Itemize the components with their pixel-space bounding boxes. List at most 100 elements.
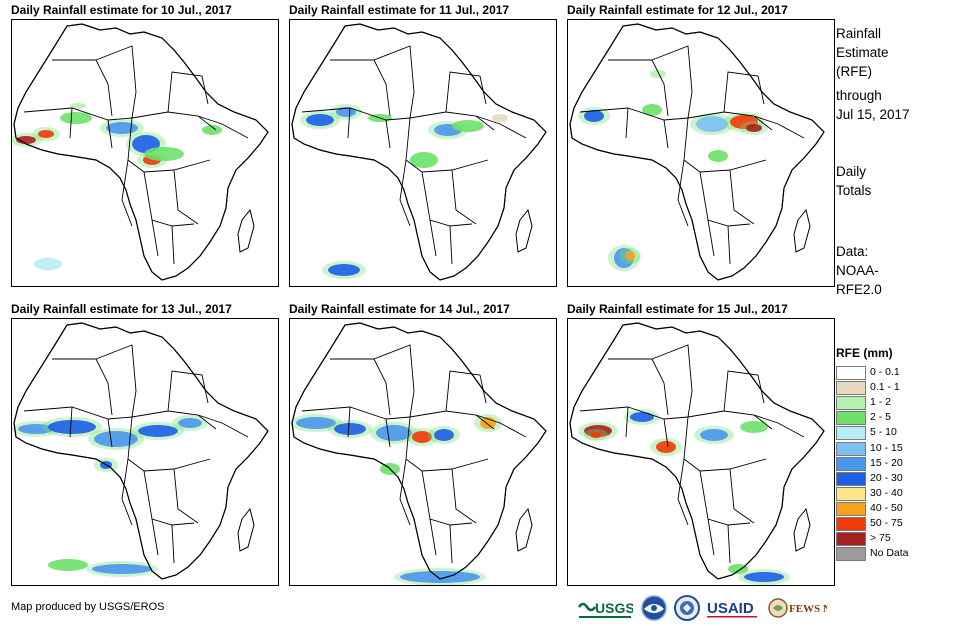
country-border <box>707 219 715 257</box>
map-credit: Map produced by USGS/EROS <box>11 601 165 613</box>
legend-label: 20 - 30 <box>870 471 903 484</box>
country-border <box>197 414 249 438</box>
sidebar-data-source: Data: NOAA- RFE2.0 <box>836 242 882 299</box>
legend-label: 15 - 20 <box>870 456 903 469</box>
country-border <box>399 159 411 227</box>
legend-swatch <box>836 547 866 562</box>
usgs-logo: USGS <box>577 600 633 618</box>
rainfall-map <box>11 19 279 287</box>
panel-12-jul: Daily Rainfall estimate for 12 Jul., 201… <box>567 3 835 293</box>
panel-title: Daily Rainfall estimate for 13 Jul., 201… <box>11 302 232 316</box>
panel-title: Daily Rainfall estimate for 10 Jul., 201… <box>11 3 232 17</box>
country-border <box>143 470 195 526</box>
svg-text:USGS: USGS <box>595 600 633 616</box>
rainfall-area <box>48 559 88 571</box>
country-border <box>727 524 731 564</box>
rainfall-map <box>567 19 835 287</box>
sidebar-totals-line: Daily <box>836 164 867 179</box>
legend-swatch <box>836 471 866 486</box>
rainfall-map <box>289 318 557 586</box>
country-border <box>347 406 351 438</box>
country-border <box>429 219 437 257</box>
rainfall-area <box>708 150 728 162</box>
coastline <box>569 322 825 580</box>
panel-14-jul: Daily Rainfall estimate for 14 Jul., 201… <box>289 302 557 592</box>
rainfall-area <box>650 70 666 78</box>
rainfall-area <box>590 432 602 438</box>
legend-label: 5 - 10 <box>870 426 897 439</box>
country-border <box>107 418 113 448</box>
noaa-logo <box>641 595 667 621</box>
legend-swatch <box>836 366 866 380</box>
legend-label: No Data <box>870 547 909 560</box>
madagascar-outline <box>515 208 533 253</box>
rainfall-map <box>567 318 835 586</box>
madagascar-outline <box>793 208 811 253</box>
country-border <box>373 45 415 119</box>
legend-swatch <box>836 532 866 547</box>
country-border <box>52 358 113 416</box>
country-border <box>579 406 689 420</box>
rainfall-area <box>376 425 412 441</box>
country-border <box>753 414 805 438</box>
country-border <box>330 358 391 416</box>
country-border <box>121 458 133 526</box>
legend-label: 30 - 40 <box>870 486 903 499</box>
country-border <box>421 470 473 526</box>
legend-label: > 75 <box>870 532 891 545</box>
country-border <box>677 458 689 526</box>
country-border <box>753 115 805 139</box>
country-border <box>475 414 527 438</box>
country-border <box>651 45 693 119</box>
rainfall-map <box>289 19 557 287</box>
country-border <box>451 169 477 225</box>
legend-swatch <box>836 426 866 441</box>
rainfall-area <box>94 431 138 447</box>
country-border <box>699 171 751 227</box>
rainfall-area <box>106 122 138 134</box>
legend-swatch <box>836 396 866 411</box>
country-border <box>608 358 669 416</box>
sidebar-totals: Daily Totals <box>836 162 871 200</box>
panel-10-jul: Daily Rainfall estimate for 10 Jul., 201… <box>11 3 279 293</box>
country-border <box>409 410 495 430</box>
sidebar-totals-line: Totals <box>836 183 872 198</box>
country-border <box>95 45 137 119</box>
rainfall-area <box>34 258 62 270</box>
country-border <box>121 159 133 227</box>
sidebar-data-line: RFE2.0 <box>836 282 882 297</box>
madagascar-outline <box>793 507 811 552</box>
legend-swatch <box>836 381 866 396</box>
country-border <box>171 524 175 564</box>
partner-logos: USGS USAID FEWS NET <box>577 593 827 623</box>
country-border <box>173 169 199 225</box>
country-border <box>699 470 751 526</box>
rainfall-area <box>138 425 178 437</box>
country-border <box>729 169 755 225</box>
country-border <box>347 107 351 139</box>
country-border <box>663 418 669 448</box>
country-border <box>131 111 217 131</box>
rainfall-area <box>728 564 748 574</box>
rainfall-area <box>642 104 662 116</box>
country-border <box>399 458 411 526</box>
sidebar-heading: Rainfall Estimate (RFE) <box>836 24 889 81</box>
rainfall-area <box>144 147 184 161</box>
legend-label: 50 - 75 <box>870 517 903 529</box>
coastline <box>291 23 547 281</box>
rainfall-area <box>410 152 438 168</box>
rainfall-area <box>328 264 360 276</box>
country-border <box>173 468 199 524</box>
rainfall-area <box>296 417 336 429</box>
country-border <box>151 219 159 257</box>
madagascar-outline <box>237 507 255 552</box>
rainfall-area <box>452 120 484 132</box>
country-border <box>475 115 527 139</box>
country-border <box>729 468 755 524</box>
legend-label: 2 - 5 <box>870 411 892 424</box>
country-border <box>151 518 159 556</box>
sidebar-through: through Jul 15, 2017 <box>836 86 910 124</box>
country-border <box>95 344 137 418</box>
rainfall-area <box>492 114 508 122</box>
rainfall-area <box>336 107 356 117</box>
